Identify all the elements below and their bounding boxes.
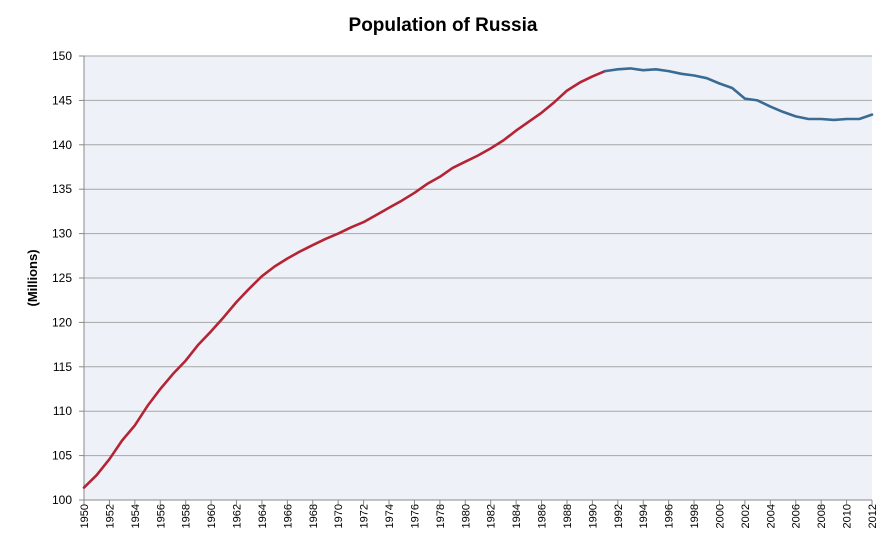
x-tick-label: 2006 <box>791 504 803 528</box>
grid-lines <box>79 55 872 501</box>
x-tick-label: 2004 <box>765 504 777 528</box>
x-tick-labels: 1950 1952 1954 1956 1958 1960 1962 1964 1966 1968… <box>79 504 879 528</box>
x-tick-label: 1984 <box>511 504 523 528</box>
x-tick-label: 1972 <box>359 504 371 528</box>
y-tick-labels: 100 105 110 115 120 125 130 135 140 145 150 <box>52 49 72 507</box>
x-tick-label: 1966 <box>282 504 294 528</box>
x-tick-label: 2000 <box>714 504 726 528</box>
y-tick-label: 115 <box>53 360 72 374</box>
x-tick-label: 1956 <box>155 504 167 528</box>
x-tick-label: 1994 <box>638 504 650 528</box>
x-tick-label: 1974 <box>384 504 396 528</box>
y-tick-label: 135 <box>52 182 72 196</box>
x-tick-label: 1962 <box>232 504 244 528</box>
x-tick-label: 1990 <box>587 504 599 528</box>
x-tick-label: 1988 <box>562 504 574 528</box>
x-tick-label: 1968 <box>308 504 320 528</box>
x-tick-label: 1958 <box>181 504 193 528</box>
x-tick-label: 1978 <box>435 504 447 528</box>
chart-title: Population of Russia <box>349 15 538 36</box>
x-tick-label: 2002 <box>740 504 752 528</box>
y-tick-label: 150 <box>52 49 72 63</box>
x-tick-label: 1998 <box>689 504 701 528</box>
x-tick-label: 1950 <box>79 504 91 528</box>
y-tick-label: 125 <box>52 271 72 285</box>
series-lines <box>82 67 874 489</box>
x-tick-label: 1986 <box>537 504 549 528</box>
y-tick-label: 145 <box>52 93 72 107</box>
y-tick-label: 100 <box>52 493 72 507</box>
x-tick-label: 1992 <box>613 504 625 528</box>
x-tick-label: 1980 <box>460 504 472 528</box>
x-tick-label: 2008 <box>816 504 828 528</box>
y-tick-label: 120 <box>52 315 72 329</box>
y-tick-label: 110 <box>53 404 72 418</box>
x-tick-label: 1954 <box>130 504 142 528</box>
axes <box>83 56 873 505</box>
y-tick-label: 105 <box>52 449 72 463</box>
y-axis-label: (Millions) <box>25 249 40 306</box>
x-tick-label: 1976 <box>409 504 421 528</box>
series-line-1 <box>82 69 607 489</box>
x-tick-label: 1970 <box>333 504 345 528</box>
series-line-2 <box>603 67 874 122</box>
y-tick-label: 130 <box>52 227 72 241</box>
x-tick-label: 1996 <box>664 504 676 528</box>
x-tick-label: 2010 <box>842 504 854 528</box>
x-tick-label: 1982 <box>486 504 498 528</box>
x-tick-label: 1960 <box>206 504 218 528</box>
y-tick-label: 140 <box>52 138 72 152</box>
x-tick-label: 1964 <box>257 504 269 528</box>
x-tick-label: 1952 <box>104 504 116 528</box>
x-tick-label: 2012 <box>867 504 879 528</box>
